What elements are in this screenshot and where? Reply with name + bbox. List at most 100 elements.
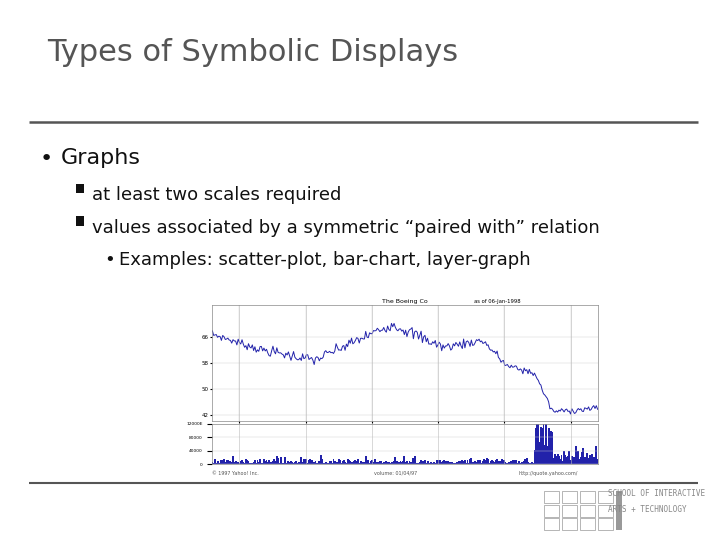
Bar (259, 460, 261, 464)
Bar (334, 461, 336, 464)
Bar (616, 491, 622, 530)
Bar (408, 463, 409, 464)
Bar (292, 462, 293, 464)
Bar (274, 461, 276, 464)
Bar (232, 456, 234, 464)
Bar (598, 491, 613, 503)
Bar (543, 422, 544, 464)
Bar (544, 518, 559, 530)
Bar (279, 457, 282, 464)
Bar (571, 456, 573, 464)
Bar (348, 460, 350, 464)
Bar (527, 462, 529, 464)
Bar (494, 462, 495, 464)
Bar (398, 462, 400, 464)
Bar (372, 462, 374, 464)
Bar (470, 458, 472, 464)
Bar (249, 463, 251, 464)
Bar (514, 460, 516, 464)
Bar (300, 457, 302, 464)
Bar (482, 461, 484, 464)
Bar (467, 460, 469, 464)
Bar (549, 447, 551, 464)
Bar (561, 455, 562, 464)
Bar (483, 458, 485, 464)
Bar (536, 413, 538, 464)
Bar (352, 462, 354, 464)
Bar (553, 457, 555, 464)
Text: Types of Symbolic Displays: Types of Symbolic Displays (47, 38, 458, 67)
Bar (594, 458, 596, 464)
Bar (379, 462, 381, 464)
Bar (328, 461, 330, 464)
Bar (241, 460, 243, 464)
Bar (541, 428, 543, 464)
Bar (568, 451, 570, 464)
Bar (323, 463, 325, 464)
Bar (555, 456, 557, 464)
Bar (415, 463, 417, 464)
Bar (315, 461, 316, 464)
Bar (390, 462, 392, 464)
Bar (233, 462, 235, 464)
Bar (392, 462, 394, 464)
Bar (562, 518, 577, 530)
Bar (305, 458, 307, 464)
Bar (284, 457, 286, 464)
Text: at least two scales required: at least two scales required (92, 186, 341, 204)
Bar (218, 463, 220, 464)
Bar (418, 463, 420, 464)
Bar (307, 463, 309, 464)
Bar (469, 460, 471, 464)
Text: ARTS + TECHNOLOGY: ARTS + TECHNOLOGY (608, 505, 687, 514)
Bar (349, 462, 351, 464)
Bar (550, 431, 552, 464)
Bar (526, 458, 528, 464)
Bar (506, 463, 508, 464)
Bar (285, 463, 287, 464)
Bar (366, 462, 368, 464)
Bar (76, 216, 84, 226)
Bar (223, 460, 225, 464)
Bar (256, 460, 258, 464)
Bar (586, 453, 588, 464)
Bar (298, 462, 300, 464)
Bar (279, 463, 280, 464)
Bar (320, 455, 322, 464)
Bar (344, 462, 346, 464)
Bar (264, 461, 266, 464)
Bar (362, 462, 364, 464)
Bar (510, 461, 512, 464)
Bar (281, 463, 283, 464)
Bar (592, 454, 593, 464)
Bar (451, 462, 453, 464)
Bar (374, 460, 376, 464)
Bar (517, 463, 518, 464)
Bar (485, 460, 487, 464)
Text: volume: 01/04/97: volume: 01/04/97 (374, 471, 418, 476)
Bar (503, 460, 505, 464)
Bar (217, 461, 218, 464)
Bar (282, 463, 284, 464)
Bar (387, 462, 389, 464)
Bar (243, 462, 244, 464)
Bar (343, 460, 345, 464)
Bar (359, 463, 360, 464)
Bar (499, 461, 500, 464)
Bar (562, 505, 577, 517)
Bar (235, 461, 237, 464)
Bar (403, 456, 405, 464)
Bar (408, 462, 410, 464)
Bar (554, 454, 556, 464)
Bar (230, 461, 231, 464)
Bar (580, 491, 595, 503)
Bar (248, 461, 249, 464)
Bar (312, 463, 314, 464)
Bar (544, 505, 559, 517)
Bar (237, 462, 239, 464)
Bar (272, 461, 274, 464)
Bar (463, 462, 464, 464)
Bar (220, 460, 222, 464)
Bar (367, 460, 369, 464)
Text: SCHOOL OF INTERACTIVE: SCHOOL OF INTERACTIVE (608, 489, 706, 498)
